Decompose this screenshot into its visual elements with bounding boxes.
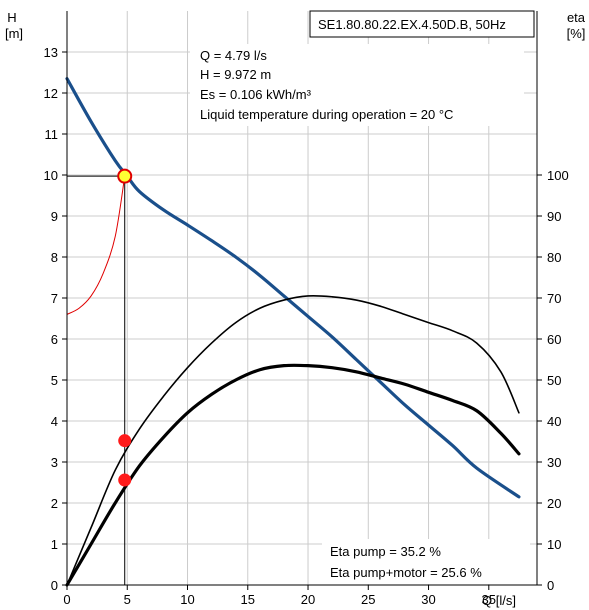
y-right-tick-label-50: 50 xyxy=(547,373,561,388)
y-right-tick-label-10: 10 xyxy=(547,537,561,552)
y-right-tick-label-40: 40 xyxy=(547,414,561,429)
x-tick-label-10: 10 xyxy=(180,592,194,607)
y-left-tick-label-13: 13 xyxy=(44,45,58,60)
x-tick-label-20: 20 xyxy=(301,592,315,607)
title-box: SE1.80.80.22.EX.4.50D.B, 50Hz xyxy=(310,11,534,37)
eta-pump-motor-text: Eta pump+motor = 25.6 % xyxy=(330,565,482,580)
y-right-tick-label-60: 60 xyxy=(547,332,561,347)
info-head: H = 9.972 m xyxy=(200,67,271,82)
y-left-tick-label-2: 2 xyxy=(51,496,58,511)
y-left-tick-label-8: 8 xyxy=(51,250,58,265)
y-left-tick-label-6: 6 xyxy=(51,332,58,347)
y-right-tick-label-80: 80 xyxy=(547,250,561,265)
chart-title: SE1.80.80.22.EX.4.50D.B, 50Hz xyxy=(318,17,506,32)
y-left-tick-label-10: 10 xyxy=(44,168,58,183)
curves-layer xyxy=(67,79,519,585)
y-right-label-line2: [%] xyxy=(567,26,586,41)
x-axis-label: Q [l/s] xyxy=(482,593,516,608)
y-left-tick-label-12: 12 xyxy=(44,86,58,101)
y-left-label-line1: H xyxy=(7,10,16,25)
info-energy: Es = 0.106 kWh/m³ xyxy=(200,87,312,102)
y-right-tick-label-90: 90 xyxy=(547,209,561,224)
y-left-tick-label-11: 11 xyxy=(45,127,59,142)
eta-pump-text: Eta pump = 35.2 % xyxy=(330,544,441,559)
markers-layer xyxy=(67,170,131,585)
info-flow: Q = 4.79 l/s xyxy=(200,48,267,63)
x-tick-label-30: 30 xyxy=(421,592,435,607)
eta-marker-1 xyxy=(118,434,131,447)
y-left-tick-label-4: 4 xyxy=(51,414,58,429)
y-left-tick-label-0: 0 xyxy=(51,578,58,593)
eta-marker-2 xyxy=(118,474,131,487)
x-tick-label-15: 15 xyxy=(241,592,255,607)
system-curve xyxy=(67,176,125,314)
y-left-tick-label-3: 3 xyxy=(51,455,58,470)
x-tick-label-5: 5 xyxy=(124,592,131,607)
y-left-tick-label-5: 5 xyxy=(51,373,58,388)
y-right-tick-label-30: 30 xyxy=(547,455,561,470)
info-box: Q = 4.79 l/s H = 9.972 m Es = 0.106 kWh/… xyxy=(190,44,524,126)
x-tick-label-25: 25 xyxy=(361,592,375,607)
y-right-tick-label-70: 70 xyxy=(547,291,561,306)
y-right-tick-label-20: 20 xyxy=(547,496,561,511)
info-temperature: Liquid temperature during operation = 20… xyxy=(200,107,453,122)
y-left-tick-label-7: 7 xyxy=(51,291,58,306)
y-left-tick-label-9: 9 xyxy=(51,209,58,224)
y-left-tick-label-1: 1 xyxy=(51,537,58,552)
y-left-label-line2: [m] xyxy=(5,26,23,41)
x-tick-label-0: 0 xyxy=(63,592,70,607)
eta-info-box: Eta pump = 35.2 % Eta pump+motor = 25.6 … xyxy=(322,539,530,584)
y-right-label-line1: eta xyxy=(567,10,586,25)
y-right-tick-label-0: 0 xyxy=(547,578,554,593)
y-right-tick-label-100: 100 xyxy=(547,168,569,183)
pump-head-curve xyxy=(67,79,519,497)
duty-point-marker xyxy=(118,170,131,183)
